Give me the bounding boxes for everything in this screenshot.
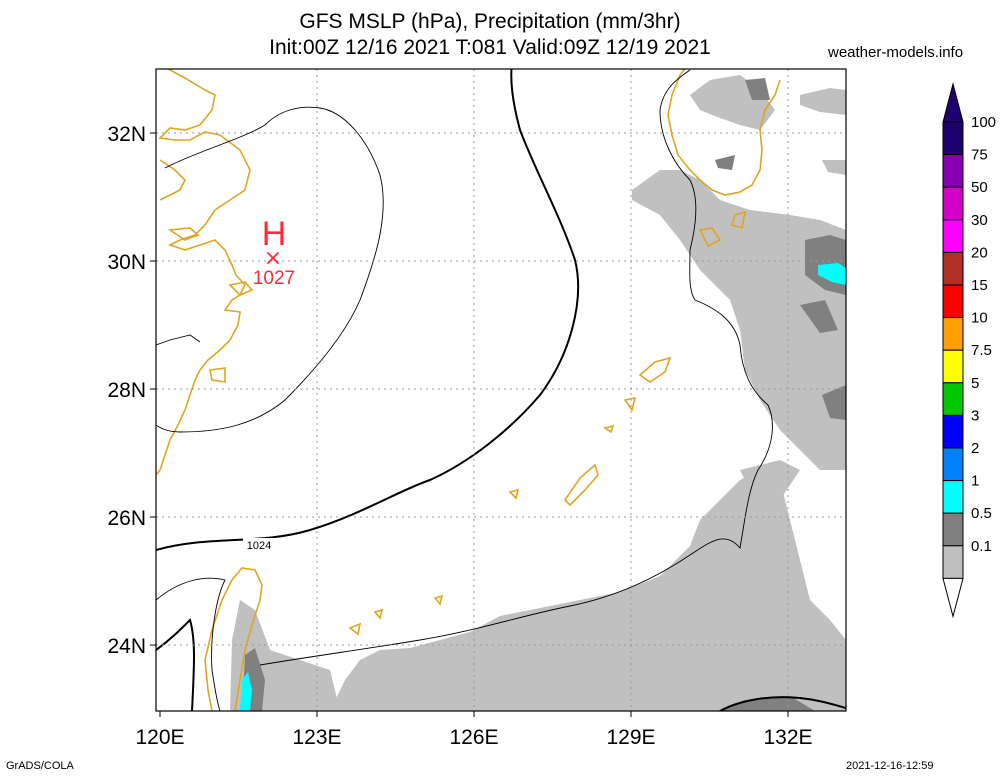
coast-china-islands-2: [228, 281, 254, 296]
coastlines: [156, 69, 781, 711]
coast-china-inlet: [159, 159, 186, 201]
precip-cyan-areas: [240, 263, 846, 711]
chart-subtitle: Init:00Z 12/16 2021 T:081 Valid:09Z 12/1…: [269, 36, 711, 59]
precip-area-south: [330, 470, 846, 711]
lat-label-30n: 30N: [107, 251, 146, 274]
isobars-thin: [156, 69, 773, 711]
colorbar-label: 0.1: [971, 538, 992, 555]
colorbar-swatch: [942, 480, 964, 514]
isobar-1024-south: [156, 577, 226, 711]
precip-area-east-cell: [822, 160, 846, 175]
isobar-1024-east: [259, 69, 773, 666]
coast-ryukyu-5: [603, 424, 615, 434]
graticule: [156, 69, 846, 711]
lon-label-120e: 120E: [135, 726, 184, 749]
colorbar-swatch: [942, 382, 964, 416]
isobar-1028-ring: [156, 106, 384, 433]
lon-label-126e: 126E: [449, 726, 498, 749]
coast-ryukyu-1: [638, 356, 672, 383]
colorbar-label: 75: [971, 147, 988, 164]
timestamp-label: 2021-12-16-12:59: [846, 760, 934, 772]
colorbar-label: 15: [971, 277, 988, 294]
precip-medium-areas: [242, 78, 846, 711]
axis-ticks: [150, 132, 789, 717]
high-pressure-symbol: H: [262, 215, 287, 253]
coast-taiwan: [204, 567, 263, 711]
lon-label-132e: 132E: [763, 726, 812, 749]
colorbar-swatch: [942, 414, 964, 449]
precip-medium-north-2: [745, 78, 770, 100]
colorbar-swatch: [942, 317, 964, 351]
coast-china-islands: [167, 227, 200, 241]
coast-ryukyu-2: [623, 396, 637, 412]
colorbar-label: 100: [971, 114, 996, 131]
colorbar-swatch: [942, 545, 964, 579]
isobar-1020-se: [719, 696, 846, 711]
colorbar-swatch: [942, 186, 964, 221]
colorbar-label: 1: [971, 473, 979, 490]
precip-medium-east-2: [800, 300, 838, 333]
precip-area-se-cell: [730, 555, 750, 600]
isobar-label: 1024: [247, 540, 271, 552]
precip-medium-east-3: [822, 385, 846, 420]
colorbar-label: 3: [971, 407, 979, 424]
precip-medium-south-east: [720, 696, 815, 711]
coast-ryukyu-3: [563, 463, 599, 507]
colorbar-label: 5: [971, 375, 979, 392]
colorbar-label: 10: [971, 310, 988, 327]
coast-japan-kyushu: [667, 69, 781, 196]
coast-ryukyu-7: [348, 622, 362, 636]
isobar-coastal: [156, 334, 201, 346]
site-watermark: weather-models.info: [828, 44, 964, 61]
high-pressure-value: 1027: [253, 268, 295, 289]
lat-label-24n: 24N: [107, 635, 146, 658]
colorbar-swatch: [942, 447, 964, 482]
coast-china-islands-3: [209, 367, 226, 383]
chart-title: GFS MSLP (hPa), Precipitation (mm/3hr): [299, 10, 681, 33]
high-pressure-marker: ×: [264, 246, 282, 271]
coast-japan-islands-2: [731, 210, 747, 230]
precip-medium-north: [715, 155, 735, 170]
colorbar-swatch: [942, 154, 964, 188]
colorbar-swatch: [942, 512, 964, 547]
lon-label-129e: 129E: [606, 726, 655, 749]
plot-frame: [155, 68, 847, 712]
precip-area-far-north-east: [800, 88, 846, 115]
precip-colorbar: 100 75 50 30 20 15 10 7.5 5 3 2 1 0.5 0.1: [942, 82, 996, 619]
colorbar-cap-bottom: [942, 577, 964, 619]
colorbar-cap-top: [942, 82, 964, 123]
colorbar-swatch: [942, 284, 964, 319]
coast-china: [156, 69, 251, 476]
isobar-1020-taiwan: [156, 618, 195, 711]
credit-label: GrADS/COLA: [6, 760, 74, 772]
lat-label-28n: 28N: [107, 379, 146, 402]
colorbar-label: 50: [971, 179, 988, 196]
precip-cyan-south-west: [240, 672, 252, 711]
lat-label-32n: 32N: [107, 123, 146, 146]
precip-area-band: [740, 460, 800, 500]
coast-japan-islands: [698, 227, 722, 248]
isobar-1024: [156, 69, 580, 551]
lat-label-26n: 26N: [107, 507, 146, 530]
colorbar-swatch: [942, 349, 964, 384]
colorbar-label: 7.5: [971, 342, 992, 359]
colorbar-swatch: [942, 219, 964, 253]
colorbar-label: 20: [971, 244, 988, 261]
lon-label-123e: 123E: [292, 726, 341, 749]
colorbar-swatch: [942, 121, 964, 156]
coast-ryukyu-4: [508, 488, 520, 500]
colorbar-swatch: [942, 251, 964, 286]
precip-cyan-east: [818, 263, 846, 285]
isobars-thick: [156, 69, 846, 711]
coast-ryukyu-6: [433, 594, 444, 606]
colorbar-label: 30: [971, 212, 988, 229]
colorbar-label: 2: [971, 440, 979, 457]
coast-ryukyu-8: [373, 608, 384, 620]
precip-area-east: [632, 170, 846, 470]
colorbar-label: 0.5: [971, 505, 992, 522]
